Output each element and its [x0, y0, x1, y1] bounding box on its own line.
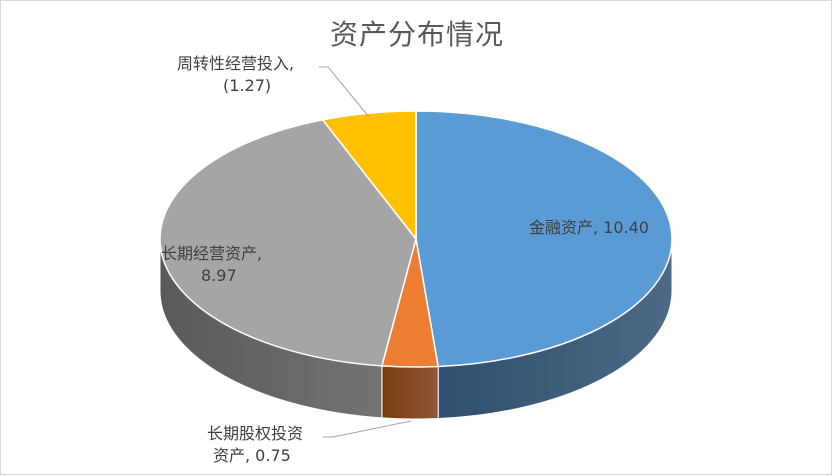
label-working-capital: 周转性经营投入, (1.27) [177, 53, 294, 97]
label-equity-investment-line2: 资产, 0.75 [213, 446, 291, 465]
leader-working-capital [319, 66, 370, 118]
slice-0-top [415, 110, 673, 368]
label-equity-investment-line1: 长期股权投资 [207, 424, 304, 443]
label-working-capital-line1: 周转性经营投入, [177, 54, 295, 73]
label-financial-assets-line1: 金融资产, 10.40 [529, 218, 649, 237]
label-operating-assets-line2: 8.97 [201, 266, 237, 285]
label-equity-investment: 长期股权投资 资产, 0.75 [207, 423, 303, 467]
label-financial-assets: 金融资产, 10.40 [529, 217, 649, 239]
chart-title: 资产分布情况 [329, 18, 504, 51]
label-operating-assets: 长期经营资产, 8.97 [161, 243, 262, 287]
slice-1-side [381, 365, 439, 420]
pie-side-walls [159, 238, 673, 420]
label-operating-assets-line1: 长期经营资产, [161, 244, 263, 263]
leader-equity-investment [323, 420, 412, 438]
slice-2-top [159, 118, 417, 367]
slice-3-top [321, 110, 417, 242]
pie-leader-lines [319, 66, 412, 438]
label-working-capital-line2: (1.27) [223, 76, 272, 95]
pie-top-faces [159, 110, 673, 368]
